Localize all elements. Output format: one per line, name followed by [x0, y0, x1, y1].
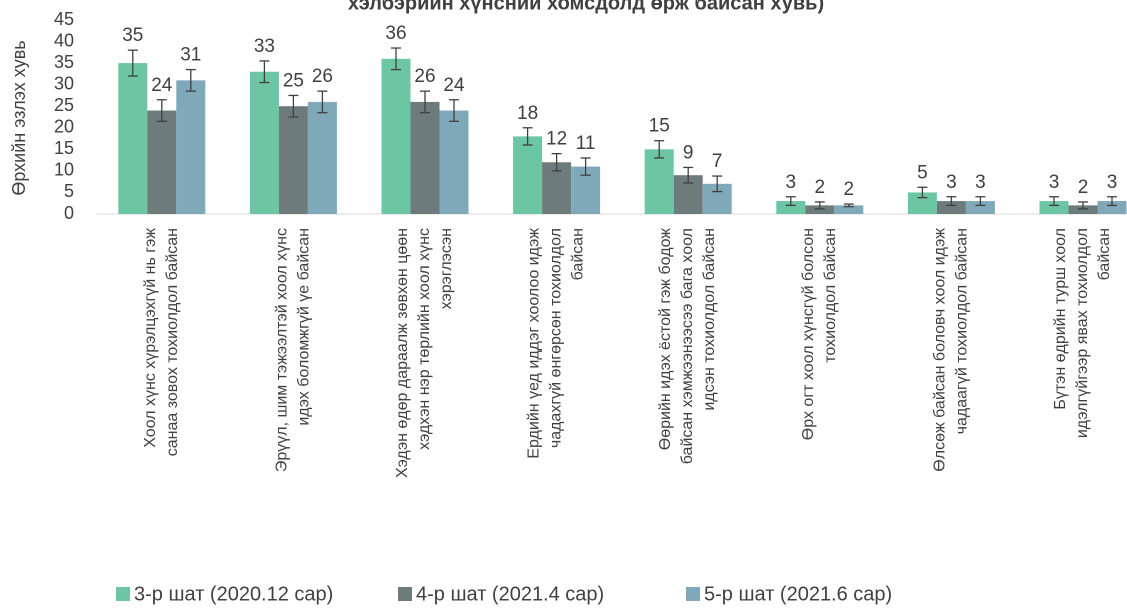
bar — [381, 58, 411, 214]
data-label: 36 — [385, 23, 406, 44]
y-tick-label: 20 — [54, 117, 74, 137]
error-bar — [1078, 201, 1088, 210]
error-bar — [449, 99, 459, 122]
legend-label: 3-р шат (2020.12 сар) — [134, 583, 333, 605]
error-bar — [127, 49, 138, 77]
error-bar — [420, 90, 430, 114]
bar — [644, 149, 674, 214]
legend-swatch — [686, 587, 700, 601]
bar — [936, 201, 966, 214]
legend-label: 4-р шат (2021.4 сар) — [416, 583, 604, 605]
legend-swatch — [116, 587, 130, 601]
y-tick-label: 15 — [54, 138, 74, 158]
data-label: 7 — [712, 151, 723, 172]
x-tick-label: Ердийн үед иддэг хоолоо идэж чадахгүй өнг… — [526, 228, 587, 459]
data-label: 5 — [917, 162, 928, 183]
bar — [176, 80, 206, 214]
bar — [805, 205, 835, 214]
bar — [249, 71, 279, 214]
bar — [1068, 205, 1098, 214]
error-bar — [712, 175, 723, 193]
bar — [513, 136, 543, 214]
bar — [834, 205, 864, 214]
error-bar — [814, 201, 825, 210]
bar — [147, 110, 177, 214]
data-label: 24 — [151, 75, 173, 96]
data-label: 11 — [576, 133, 596, 154]
data-label: 3 — [1049, 172, 1060, 193]
y-tick-label: 10 — [54, 160, 74, 180]
bar — [1039, 201, 1069, 214]
error-bar — [185, 68, 196, 92]
bar — [307, 101, 337, 214]
error-bar — [1049, 196, 1059, 207]
y-tick-label: 30 — [54, 73, 74, 93]
data-label: 33 — [254, 36, 275, 57]
chart-title: хэлбэрийн хүнсний хомсдолд өрж байсан ху… — [348, 0, 824, 14]
error-bar — [946, 196, 957, 207]
data-label: 2 — [844, 179, 855, 200]
legend-swatch — [398, 587, 412, 601]
x-tick-label: Өлсөж байсан боловч хоол идэж чадаагүй то… — [932, 228, 971, 472]
data-label: 18 — [517, 103, 538, 124]
data-label: 35 — [122, 25, 143, 46]
x-tick-label: Хоол хүнс хүрэлцэхгүй нь гэж санаа зовох … — [142, 228, 181, 457]
bar — [118, 63, 148, 214]
x-tick-label: Эрүүл, шим тэжээлтэй хоол хүнс идэх болом… — [274, 228, 313, 472]
error-bar — [580, 157, 591, 176]
y-axis-label: Өрхийн эзлэх хувь — [9, 40, 29, 195]
data-label: 15 — [649, 116, 670, 137]
y-tick-label: 40 — [54, 30, 74, 50]
error-bar — [975, 196, 986, 207]
data-label: 3 — [786, 172, 797, 193]
error-bar — [683, 166, 694, 184]
bar — [439, 110, 469, 214]
y-tick-label: 0 — [64, 203, 74, 223]
data-label: 24 — [443, 75, 465, 96]
error-bar — [288, 94, 299, 118]
data-label: 26 — [414, 66, 435, 87]
error-bar — [843, 203, 854, 208]
x-tick-label: Өрх огт хоол хүнсгүй болсон тохиолдол бай… — [800, 228, 839, 440]
error-bar — [551, 152, 562, 172]
x-tick-label: Хэдэн өдөр дараалж зөвхөн цөөн хэдхэн нэр… — [394, 228, 455, 478]
error-bar — [259, 60, 270, 84]
error-bar — [917, 186, 928, 199]
bar — [278, 106, 308, 214]
data-label: 31 — [180, 45, 201, 66]
error-bar — [1107, 196, 1117, 207]
error-bar — [156, 99, 167, 122]
error-bar — [317, 90, 328, 114]
legend-label: 5-р шат (2021.6 сар) — [704, 583, 892, 605]
data-label: 26 — [312, 66, 333, 87]
y-tick-label: 25 — [54, 95, 74, 115]
data-label: 3 — [946, 172, 957, 193]
x-tick-label: Өөрийн идэх ёстой гэж бодож байсан хэмжээ… — [657, 228, 718, 465]
y-tick-label: 35 — [54, 52, 74, 72]
data-label: 9 — [683, 142, 694, 163]
bar — [907, 192, 937, 214]
data-label: 2 — [815, 177, 826, 198]
data-label: 3 — [1107, 172, 1118, 193]
bar — [1097, 201, 1127, 214]
data-label: 2 — [1078, 177, 1089, 198]
y-tick-label: 5 — [64, 181, 74, 201]
x-tick-label: Бүтэн өдрийн турш хоол идэлгүйгээр явах т… — [1052, 228, 1113, 438]
bar — [410, 101, 440, 214]
error-bar — [391, 47, 401, 71]
error-bar — [785, 196, 796, 207]
bar — [965, 201, 995, 214]
y-tick-label: 45 — [54, 9, 74, 29]
bar — [776, 201, 806, 214]
data-label: 25 — [283, 70, 304, 91]
error-bar — [654, 140, 665, 159]
data-label: 3 — [975, 172, 986, 193]
error-bar — [522, 127, 533, 146]
data-label: 12 — [546, 129, 567, 150]
